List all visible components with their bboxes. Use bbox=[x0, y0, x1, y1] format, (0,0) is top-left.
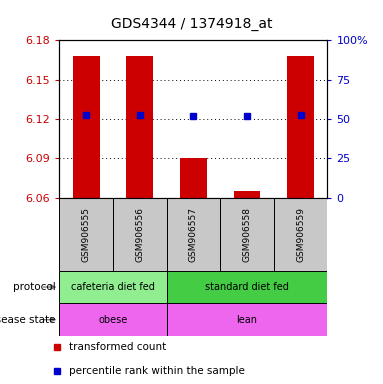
Bar bbox=[126, 56, 153, 198]
Text: GSM906557: GSM906557 bbox=[189, 207, 198, 262]
Text: lean: lean bbox=[237, 314, 257, 325]
Text: GSM906555: GSM906555 bbox=[82, 207, 91, 262]
Bar bbox=[220, 198, 274, 271]
Bar bbox=[180, 158, 207, 198]
Bar bbox=[113, 198, 167, 271]
Bar bbox=[234, 191, 260, 198]
Bar bbox=[167, 198, 220, 271]
Text: standard diet fed: standard diet fed bbox=[205, 282, 289, 292]
Text: percentile rank within the sample: percentile rank within the sample bbox=[69, 366, 245, 376]
Bar bbox=[59, 198, 113, 271]
Bar bbox=[59, 271, 167, 303]
Text: transformed count: transformed count bbox=[69, 342, 166, 352]
Text: disease state: disease state bbox=[0, 314, 56, 325]
Text: GDS4344 / 1374918_at: GDS4344 / 1374918_at bbox=[111, 17, 272, 31]
Text: obese: obese bbox=[98, 314, 128, 325]
Text: GSM906558: GSM906558 bbox=[242, 207, 252, 262]
Bar bbox=[287, 56, 314, 198]
Bar bbox=[73, 56, 100, 198]
Text: cafeteria diet fed: cafeteria diet fed bbox=[71, 282, 155, 292]
Bar bbox=[274, 198, 327, 271]
Text: protocol: protocol bbox=[13, 282, 56, 292]
Text: GSM906559: GSM906559 bbox=[296, 207, 305, 262]
Bar bbox=[59, 303, 167, 336]
Text: GSM906556: GSM906556 bbox=[135, 207, 144, 262]
Bar bbox=[167, 271, 327, 303]
Bar bbox=[167, 303, 327, 336]
